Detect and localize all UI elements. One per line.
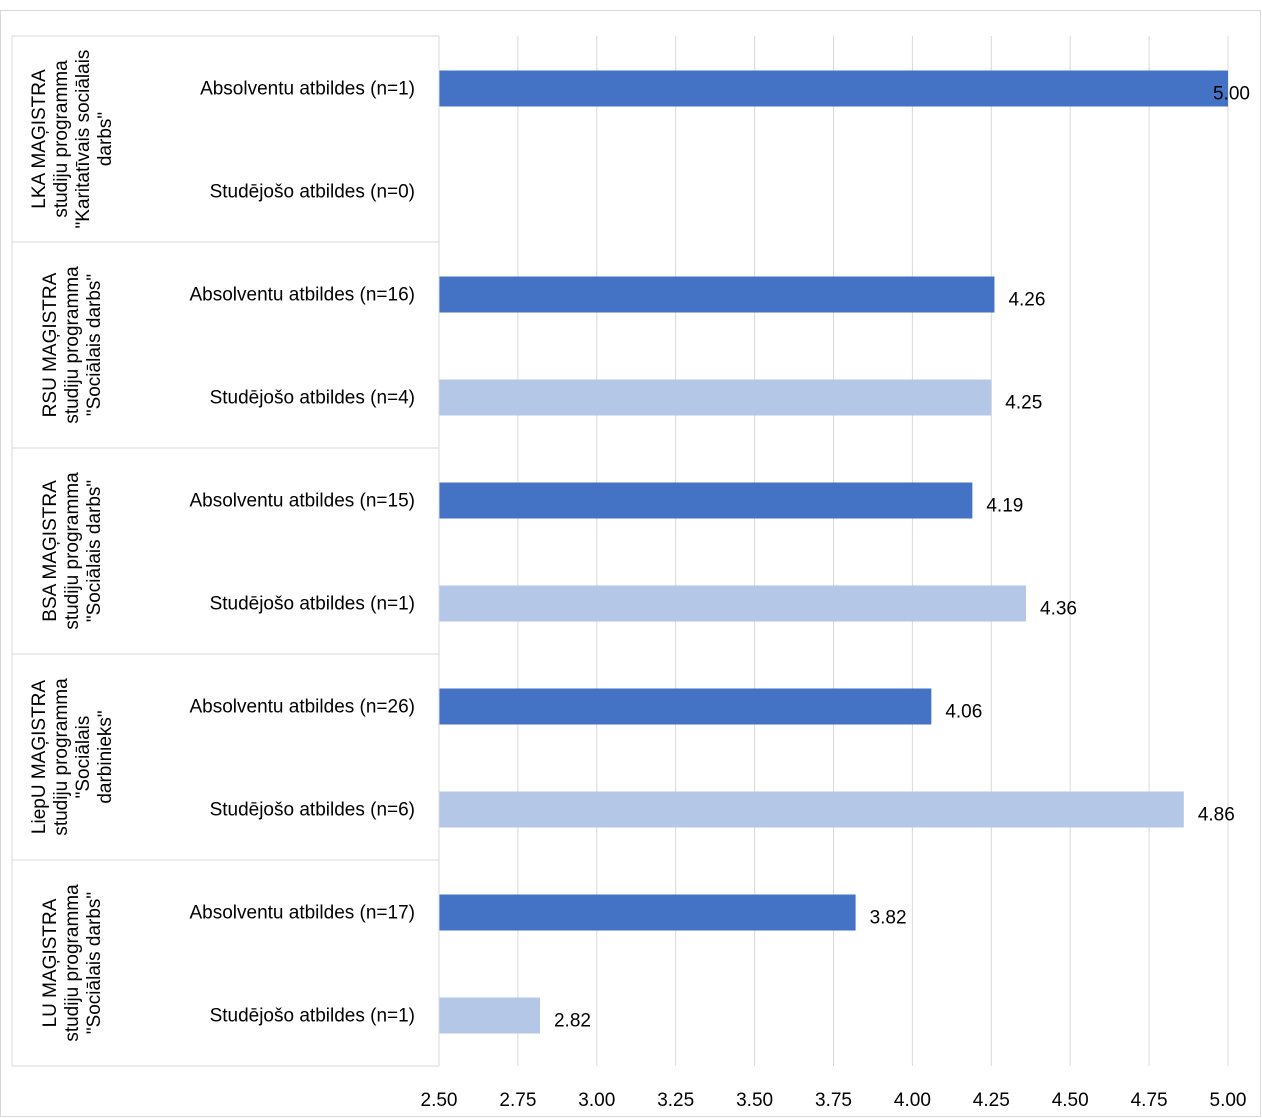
bar [439,482,973,519]
bar [439,585,1027,622]
group-label-line: darbs" [95,112,116,166]
x-tick-label: 2.50 [421,1090,458,1111]
bar-value-label: 4.19 [986,496,1023,517]
bar-category-label: Studējošo atbildes (n=6) [210,800,415,821]
x-tick-label: 3.00 [578,1090,615,1111]
group-label-line: darbinieks" [95,710,116,803]
bar-value-label: 2.82 [554,1011,591,1032]
bar-category-label: Studējošo atbildes (n=1) [210,1006,415,1027]
bar-category-label: Absolventu atbildes (n=17) [189,903,415,924]
x-tick-label: 4.25 [973,1090,1010,1111]
bar-category-label: Absolventu atbildes (n=16) [189,285,415,306]
bar-value-label: 4.25 [1005,393,1042,414]
bar-category-label: Studējošo atbildes (n=0) [210,182,415,203]
bar [439,894,856,931]
group-label-line: LiepU MAĢISTRA [29,680,50,834]
bar-category-label: Absolventu atbildes (n=26) [189,697,415,718]
group-label: RSU MAĢISTRAstudiju programma"Sociālais … [40,266,105,424]
group-label-line: "Sociālais darbs" [84,480,105,622]
chart-border [0,10,1261,1117]
x-tick-label: 4.75 [1131,1090,1168,1111]
x-tick-label: 3.75 [815,1090,852,1111]
data-labels: 5.00 4.26 4.25 4.19 4.36 4.06 4.86 3.82 2.82 [554,84,1250,1032]
group-label-line: LKA MAĢISTRA [29,69,50,209]
x-axis-ticks: 2.50 2.75 3.00 3.25 3.50 3.75 4.00 4.25 4.50 4.75… [421,1090,1247,1111]
bar [439,997,540,1034]
bar [439,688,932,725]
bars [439,70,1228,1034]
bar [439,379,992,416]
gridlines [438,36,1229,1066]
group-label-line: "Sociālais darbs" [84,892,105,1034]
bar-value-label: 4.86 [1198,805,1235,826]
bar-category-label: Studējošo atbildes (n=4) [210,388,415,409]
group-label-line: studiju programma [62,266,83,424]
group-label-line: BSA MAĢISTRA [40,480,61,622]
bar [439,70,1228,107]
bar-value-label: 3.82 [870,908,907,929]
bar-value-label: 5.00 [1213,84,1250,105]
bar-value-label: 4.26 [1008,290,1045,311]
group-label: BSA MAĢISTRAstudiju programma"Sociālais … [40,472,105,630]
category-axis: LKA MAĢISTRAstudiju programma"Karitatīva… [11,35,440,1067]
x-tick-label: 5.00 [1210,1090,1247,1111]
group-label-line: studiju programma [51,678,72,836]
bar-category-label: Absolventu atbildes (n=15) [189,491,415,512]
x-tick-label: 4.00 [894,1090,931,1111]
x-tick-label: 3.25 [657,1090,694,1111]
group-label-line: studiju programma [51,60,72,218]
bar [439,791,1184,828]
group-label-line: "Sociālais darbs" [84,274,105,416]
x-tick-label: 4.50 [1052,1090,1089,1111]
group-label-line: "Karitatīvais sociālais [73,50,94,229]
group-label: LiepU MAĢISTRAstudiju programma"Sociālai… [29,678,116,836]
bar [439,276,995,313]
group-label: LU MAĢISTRAstudiju programma"Sociālais d… [40,884,105,1042]
group-label-line: studiju programma [62,472,83,630]
group-label-line: LU MAĢISTRA [40,898,61,1027]
group-label-line: "Sociālais [73,716,94,799]
group-label-line: RSU MAĢISTRA [40,272,61,417]
bar-category-label: Absolventu atbildes (n=1) [200,79,415,100]
bar-value-label: 4.36 [1040,599,1077,620]
group-label-line: studiju programma [62,884,83,1042]
bar-category-label: Studējošo atbildes (n=1) [210,594,415,615]
bar-value-label: 4.06 [945,702,982,723]
group-label: LKA MAĢISTRAstudiju programma"Karitatīva… [29,50,116,229]
x-tick-label: 3.50 [736,1090,773,1111]
x-tick-label: 2.75 [499,1090,536,1111]
